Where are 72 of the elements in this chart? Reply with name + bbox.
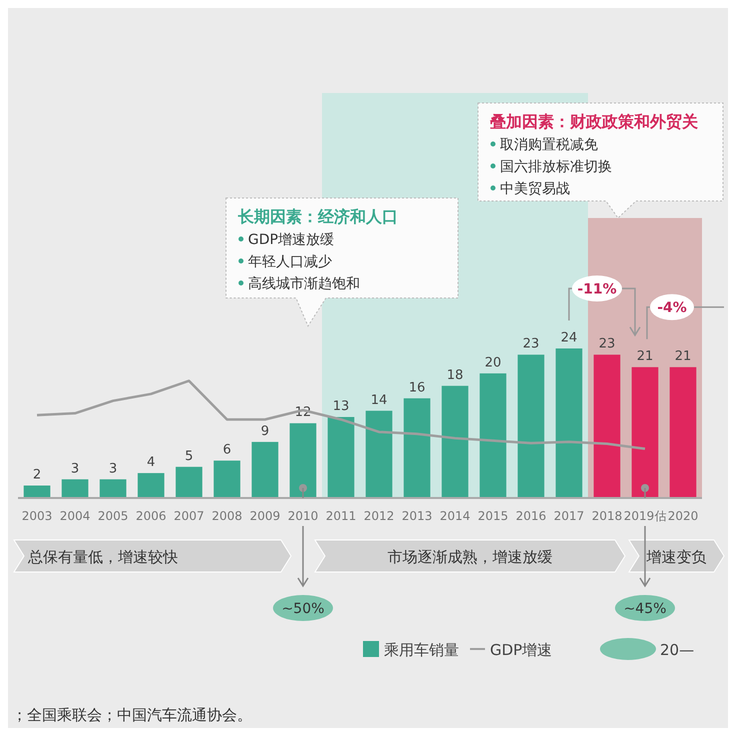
x-tick-label: 2015 xyxy=(478,509,508,523)
x-tick-label: 2020 xyxy=(668,509,698,523)
x-tick-label: 2014 xyxy=(440,509,470,523)
x-tick-label: 2019估 xyxy=(624,509,666,523)
annotation: 叠加因素：财政政策和外贸关 xyxy=(489,112,698,131)
text: 增速变负 xyxy=(646,548,706,566)
annotation: 中美贸易战 xyxy=(500,181,570,197)
data-label: 24 xyxy=(560,330,578,346)
data-label: 3 xyxy=(70,461,80,476)
data-label: 20 xyxy=(484,355,502,370)
data-label: 14 xyxy=(370,392,388,408)
bar xyxy=(290,423,316,498)
bar xyxy=(366,410,392,498)
data-label: 4 xyxy=(146,455,156,470)
bar xyxy=(594,354,620,498)
annotation: GDP增速放缓 xyxy=(248,232,334,248)
text: 20— xyxy=(660,641,694,659)
data-label: 18 xyxy=(446,368,464,383)
annotation: 国六排放标准切换 xyxy=(500,159,612,175)
data-label: 21 xyxy=(636,349,654,364)
data-label: 13 xyxy=(332,399,350,414)
bar xyxy=(670,367,696,498)
annotation: -11% xyxy=(577,281,617,298)
bar xyxy=(252,442,278,498)
bar xyxy=(518,354,544,498)
x-tick-label: 2017 xyxy=(554,509,584,523)
x-tick-label: 2018 xyxy=(592,509,622,523)
bar xyxy=(24,486,50,498)
x-tick-label: 2005 xyxy=(98,509,128,523)
legend-label: 乘用车销量 xyxy=(384,641,459,659)
data-label: 23 xyxy=(522,336,540,352)
legend-label: GDP增速 xyxy=(490,641,552,659)
text: 总保有量低，增速较快 xyxy=(27,548,178,566)
x-tick-label: 2010 xyxy=(288,509,318,523)
bar xyxy=(62,479,88,498)
x-tick-label: 2013 xyxy=(402,509,432,523)
annotation: 取消购置税减免 xyxy=(500,137,598,153)
x-tick-label: 2004 xyxy=(60,509,90,523)
x-tick-label: 2012 xyxy=(364,509,394,523)
bar xyxy=(404,398,430,498)
data-label: 5 xyxy=(184,448,194,464)
x-tick-label: 2009 xyxy=(250,509,280,523)
annotation: 高线城市渐趋饱和 xyxy=(248,276,360,292)
bar xyxy=(328,417,354,498)
x-tick-label: 2006 xyxy=(136,509,166,523)
text: ；全国乘联会；中国汽车流通协会。 xyxy=(12,706,252,724)
bar xyxy=(556,348,582,498)
bar xyxy=(442,386,468,498)
bar xyxy=(632,367,658,498)
data-label: 21 xyxy=(674,349,692,364)
x-tick-label: 2016 xyxy=(516,509,546,523)
text: ~45% xyxy=(624,601,666,617)
data-label: 3 xyxy=(108,461,118,476)
bar xyxy=(480,373,506,498)
x-tick-label: 2011 xyxy=(326,509,356,523)
bar xyxy=(176,466,202,498)
data-label: 6 xyxy=(222,442,232,458)
annotation: 年轻人口减少 xyxy=(248,254,332,270)
x-tick-label: 2007 xyxy=(174,509,204,523)
data-label: 23 xyxy=(598,336,616,352)
bar xyxy=(214,460,240,498)
text: 市场逐渐成熟，增速放缓 xyxy=(388,548,552,566)
x-tick-label: 2003 xyxy=(22,509,52,523)
data-label: 9 xyxy=(260,424,270,439)
bar xyxy=(100,479,126,498)
text: ~50% xyxy=(282,601,324,617)
bar xyxy=(138,473,164,498)
data-label: 2 xyxy=(32,468,42,483)
x-tick-label: 2008 xyxy=(212,509,242,523)
annotation: -4% xyxy=(657,300,687,316)
annotation: 长期因素：经济和人口 xyxy=(237,207,398,226)
data-label: 16 xyxy=(408,380,426,396)
